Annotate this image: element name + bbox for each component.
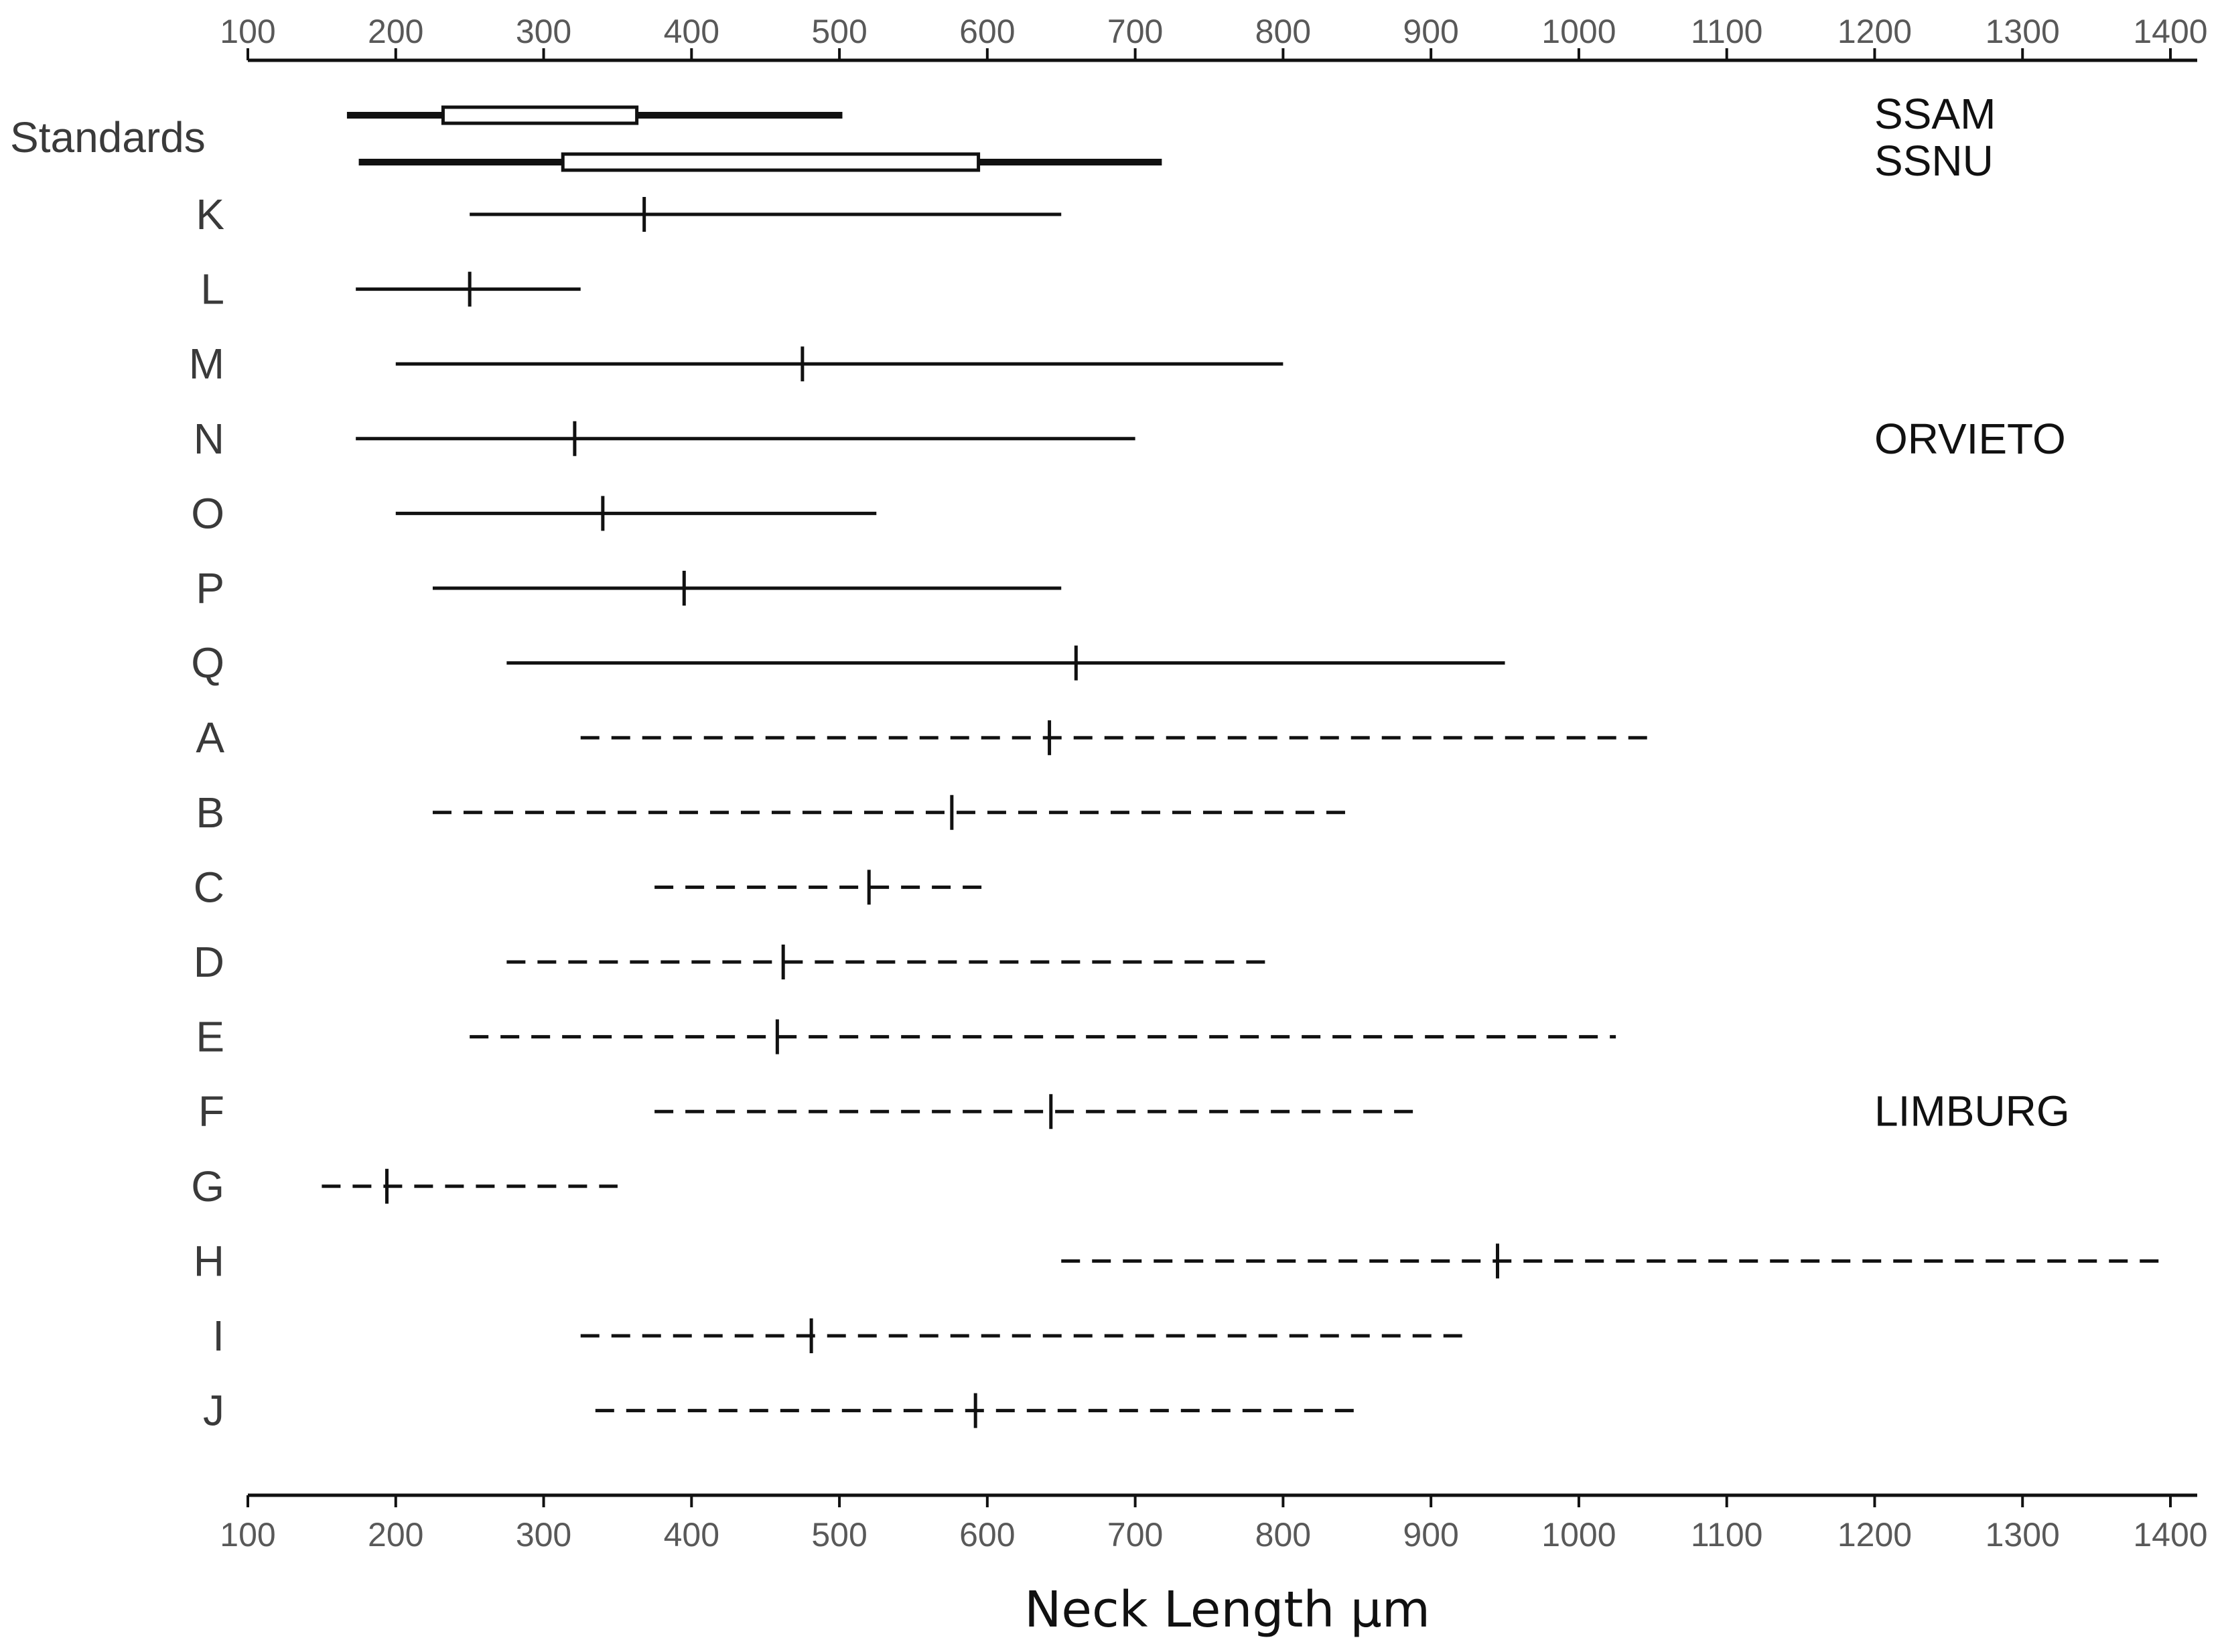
standard-name-label: SSAM (1874, 90, 1996, 138)
bottom-tick-label: 1300 (1986, 1516, 2060, 1554)
group-label: ORVIETO (1874, 415, 2066, 463)
top-tick-label: 300 (516, 13, 571, 50)
row-label: E (196, 1013, 224, 1061)
top-tick-label: 200 (368, 13, 423, 50)
top-tick-label: 500 (811, 13, 867, 50)
row-label: F (198, 1087, 224, 1135)
bottom-tick-label: 500 (811, 1516, 867, 1554)
standard-box (561, 152, 981, 172)
bottom-tick-label: 1200 (1837, 1516, 1912, 1554)
bottom-tick-label: 300 (516, 1516, 571, 1554)
bottom-tick-label: 100 (220, 1516, 275, 1554)
row-label: D (194, 938, 224, 986)
top-tick-label: 700 (1107, 13, 1163, 50)
bottom-tick-label: 1000 (1541, 1516, 1616, 1554)
bottom-tick-label: 600 (959, 1516, 1015, 1554)
bottom-tick-label: 200 (368, 1516, 423, 1554)
top-tick-label: 900 (1403, 13, 1458, 50)
row-label: B (196, 788, 224, 837)
bottom-tick-label: 800 (1255, 1516, 1311, 1554)
x-axis-title: Neck Length μm (1024, 1581, 1430, 1639)
bottom-tick-label: 400 (664, 1516, 719, 1554)
row-label: N (194, 415, 224, 463)
standards-label: Standards (10, 113, 206, 161)
top-tick-label: 1100 (1691, 13, 1763, 50)
row-label: K (196, 190, 224, 238)
top-tick-label: 600 (959, 13, 1015, 50)
bottom-tick-label: 900 (1403, 1516, 1458, 1554)
top-tick-label: 1000 (1541, 13, 1616, 50)
bottom-tick-label: 1400 (2133, 1516, 2207, 1554)
row-label: I (212, 1312, 224, 1360)
row-label: O (191, 489, 224, 537)
row-label: C (194, 863, 224, 911)
top-tick-label: 800 (1255, 13, 1311, 50)
bottom-tick-label: 700 (1107, 1516, 1163, 1554)
row-label: Q (191, 639, 224, 687)
row-label: J (203, 1387, 224, 1435)
group-labels: ORVIETO LIMBURG (1874, 415, 2070, 1135)
top-tick-label: 1300 (1986, 13, 2060, 50)
top-x-axis: 100 200 300 400 500 600 700 800 900 1000 1100 1200 1… (220, 13, 2208, 62)
bottom-tick-label: 1100 (1691, 1516, 1763, 1554)
top-tick-label: 1200 (1837, 13, 1912, 50)
row-label: A (196, 713, 224, 762)
standard-box (441, 105, 639, 125)
top-tick-label: 100 (220, 13, 275, 50)
row-label: H (194, 1237, 224, 1285)
row-label: M (189, 340, 224, 388)
row-label: P (196, 564, 224, 612)
top-tick-label: 400 (664, 13, 719, 50)
row-label: G (191, 1162, 224, 1211)
top-tick-label: 1400 (2133, 13, 2207, 50)
bottom-x-axis: 100 200 300 400 500 600 700 800 900 1000 1100 1200 1… (220, 1493, 2208, 1554)
row-label: L (200, 265, 224, 314)
group-label: LIMBURG (1874, 1087, 2070, 1135)
standard-name-label: SSNU (1874, 137, 1994, 185)
